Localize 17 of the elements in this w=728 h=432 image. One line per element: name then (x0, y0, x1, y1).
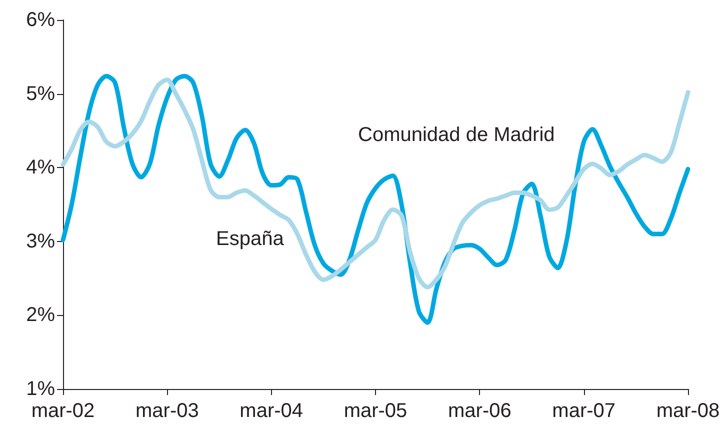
x-tick-label: mar-08 (656, 400, 720, 422)
y-tick-label: 4% (26, 156, 56, 179)
y-tick-label: 2% (26, 304, 56, 326)
line-series (60, 78, 690, 290)
x-tick-label: mar-02 (31, 400, 95, 422)
y-tick-label: 1% (26, 378, 56, 400)
y-tick-label: 5% (26, 82, 56, 105)
series-label: España (216, 228, 285, 250)
x-tick-label: mar-05 (344, 400, 408, 422)
line-series (60, 74, 690, 325)
x-tick-label: mar-06 (448, 400, 512, 422)
series-label: Comunidad de Madrid (358, 124, 555, 146)
y-tick-label: 6% (26, 9, 56, 31)
x-tick-label: mar-03 (135, 400, 199, 422)
x-tick-label: mar-07 (552, 400, 616, 422)
y-tick-label: 3% (26, 230, 56, 252)
x-tick-label: mar-04 (240, 400, 304, 422)
